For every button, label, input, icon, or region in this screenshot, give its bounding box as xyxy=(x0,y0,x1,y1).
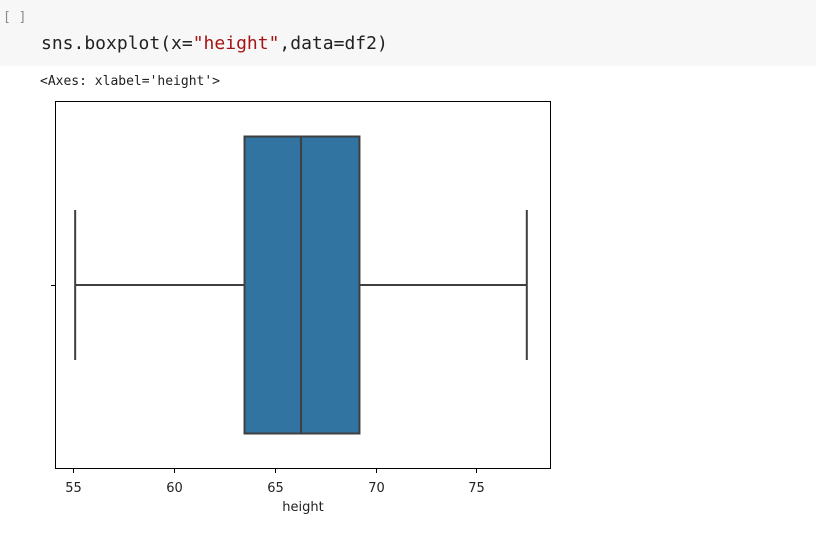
code-token-args: ,data=df2) xyxy=(279,33,388,54)
code-token-string: "height" xyxy=(192,33,280,54)
x-tick-label: 60 xyxy=(166,481,183,496)
x-tick-label: 75 xyxy=(468,481,485,496)
x-tick-label: 55 xyxy=(65,481,82,496)
code-token-call: sns.boxplot(x= xyxy=(41,33,193,54)
cell-output-text: <Axes: xlabel='height'> xyxy=(40,74,221,89)
axes-frame xyxy=(55,101,551,469)
x-axis-label: height xyxy=(282,500,323,515)
box-iqr xyxy=(243,135,361,435)
run-cell-button[interactable]: [ ] xyxy=(3,10,27,25)
code-cell[interactable]: [ ] sns.boxplot(x="height",data=df2) xyxy=(0,0,816,66)
x-tick-label: 70 xyxy=(368,481,385,496)
code-editor-line[interactable]: sns.boxplot(x="height",data=df2) xyxy=(41,33,388,54)
x-tick-label: 65 xyxy=(267,481,284,496)
